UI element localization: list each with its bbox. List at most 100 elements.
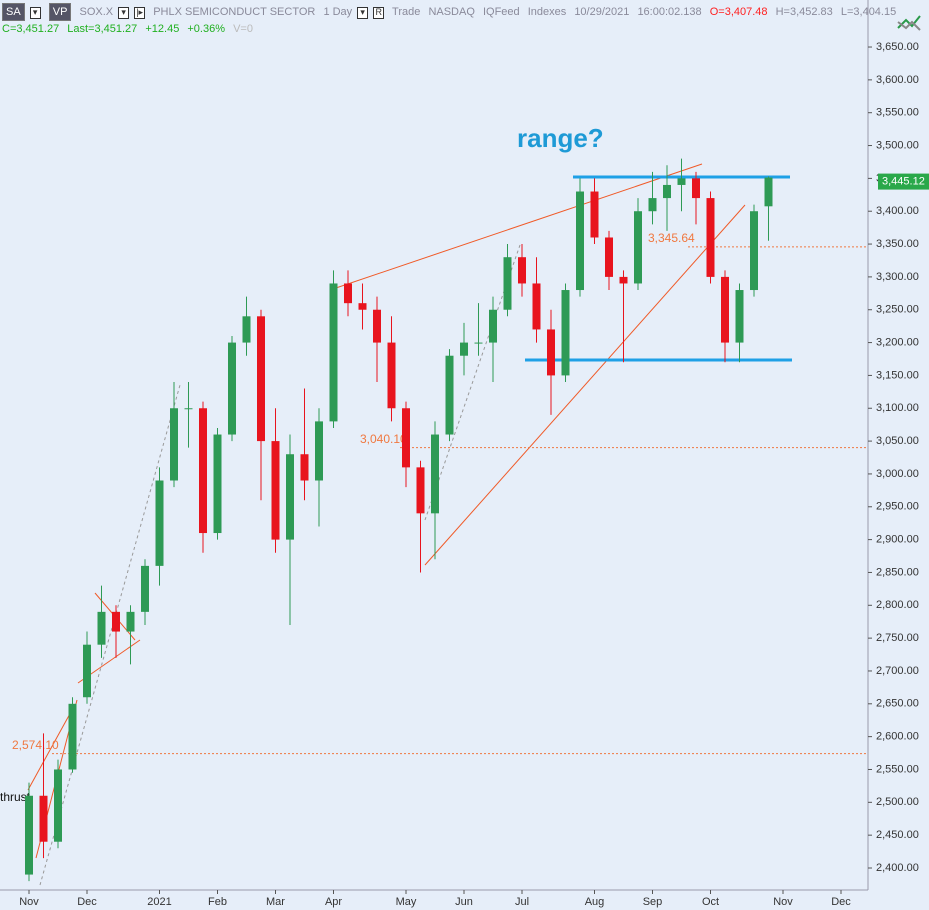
dropdown[interactable]: R — [373, 7, 385, 19]
candle-body — [518, 257, 526, 284]
y-tick-label: 3,650.00 — [876, 41, 919, 53]
candle-body — [489, 309, 497, 343]
x-tick-label: Feb — [208, 896, 227, 908]
trend-line — [27, 709, 73, 791]
dropdown[interactable]: ▾ — [29, 7, 41, 19]
x-tick-label: Nov — [773, 896, 793, 908]
candle-body — [532, 283, 541, 330]
candle-body — [648, 198, 657, 212]
candle-body — [155, 480, 164, 566]
candle-body — [25, 795, 33, 875]
candle-body — [315, 421, 323, 481]
candle-body — [271, 441, 280, 540]
y-tick-label: 2,500.00 — [876, 796, 919, 808]
candle-body — [228, 342, 236, 435]
x-tick-label: Apr — [325, 896, 342, 908]
low: L=3,404.15 — [840, 6, 897, 18]
info: Trade — [392, 6, 421, 18]
symbol[interactable]: SOX.X — [79, 6, 114, 18]
annotation-text: range? — [517, 123, 604, 153]
y-tick-label: 2,900.00 — [876, 534, 919, 546]
dropdown[interactable]: ▾ — [118, 7, 130, 19]
trend-line — [329, 163, 703, 291]
candle-body — [692, 178, 700, 199]
y-tick-label: 3,050.00 — [876, 435, 919, 447]
candle-body — [576, 191, 584, 291]
candle-body — [329, 283, 338, 422]
candle-body — [503, 257, 512, 310]
candle-body — [663, 184, 671, 199]
y-tick-label: 2,400.00 — [876, 862, 919, 874]
candle-body — [242, 316, 251, 343]
change-pct: +0.36% — [187, 23, 225, 35]
x-tick-label: Oct — [702, 896, 719, 908]
x-tick-label: Jun — [455, 896, 473, 908]
info: 10/29/2021 — [574, 6, 630, 18]
last: Last=3,451.27 — [67, 23, 138, 35]
y-tick-label: 2,600.00 — [876, 731, 919, 743]
x-tick-label: May — [396, 896, 417, 908]
y-tick-label: 3,100.00 — [876, 402, 919, 414]
y-tick-label: 2,650.00 — [876, 698, 919, 710]
change: +12.45 — [145, 23, 180, 35]
candle-body — [126, 611, 135, 632]
icon-line — [897, 20, 921, 31]
y-tick-label: 3,400.00 — [876, 205, 919, 217]
high: H=3,452.83 — [775, 6, 833, 18]
header-line: SA ▾ VP SOX.X ▾ |▸ PHLX SEMICONDUCT SECTOR … — [2, 3, 901, 21]
x-tick-label: Sep — [643, 896, 663, 908]
candle-body — [358, 303, 367, 310]
y-tick-label: 2,550.00 — [876, 763, 919, 775]
y-tick-label: 2,750.00 — [876, 632, 919, 644]
info: IQFeed — [482, 6, 520, 18]
interval[interactable]: 1 Day — [323, 6, 353, 18]
candle-body — [416, 467, 425, 514]
dropdown[interactable]: |▸ — [134, 7, 146, 19]
button[interactable]: SA — [2, 3, 25, 21]
candle-body — [547, 329, 555, 376]
candle-body — [474, 342, 483, 344]
candle-body — [257, 316, 265, 442]
y-tick-label: 2,800.00 — [876, 599, 919, 611]
level-label: 3,040.10 — [360, 432, 407, 446]
candle-body — [721, 276, 729, 343]
y-tick-label: 2,700.00 — [876, 665, 919, 677]
dropdown[interactable]: ▾ — [357, 7, 369, 19]
candle-body — [402, 408, 410, 468]
candle-body — [112, 611, 120, 632]
y-tick-label: 3,550.00 — [876, 107, 919, 119]
button[interactable]: VP — [48, 3, 72, 21]
y-tick-label: 3,350.00 — [876, 238, 919, 250]
candle-body — [445, 355, 454, 435]
candle-body — [561, 290, 570, 376]
x-tick-label: Dec — [77, 896, 97, 908]
info: NASDAQ — [428, 6, 475, 18]
candle-body — [184, 408, 193, 410]
candle-body — [619, 276, 628, 284]
candle-body — [213, 434, 222, 534]
x-tick-label: Aug — [585, 896, 605, 908]
toolbar-icon[interactable] — [897, 15, 921, 31]
candle-body — [199, 408, 207, 534]
y-tick-label: 2,450.00 — [876, 829, 919, 841]
close: C=3,451.27 — [2, 23, 60, 35]
candle-body — [677, 178, 686, 185]
candle-body — [141, 565, 149, 612]
candle-body — [590, 191, 599, 238]
candle-body — [97, 611, 106, 645]
candle-body — [706, 198, 715, 277]
candle-body — [300, 454, 309, 481]
y-tick-label: 3,250.00 — [876, 304, 919, 316]
candle-body — [735, 290, 744, 343]
trend-line — [424, 204, 746, 566]
x-tick-label: Nov — [19, 896, 39, 908]
candle-body — [764, 177, 773, 207]
candle-body — [387, 342, 396, 409]
candle-body — [431, 434, 439, 514]
candle-body — [68, 703, 77, 770]
candle-body — [373, 309, 381, 343]
candle-body — [344, 283, 352, 304]
